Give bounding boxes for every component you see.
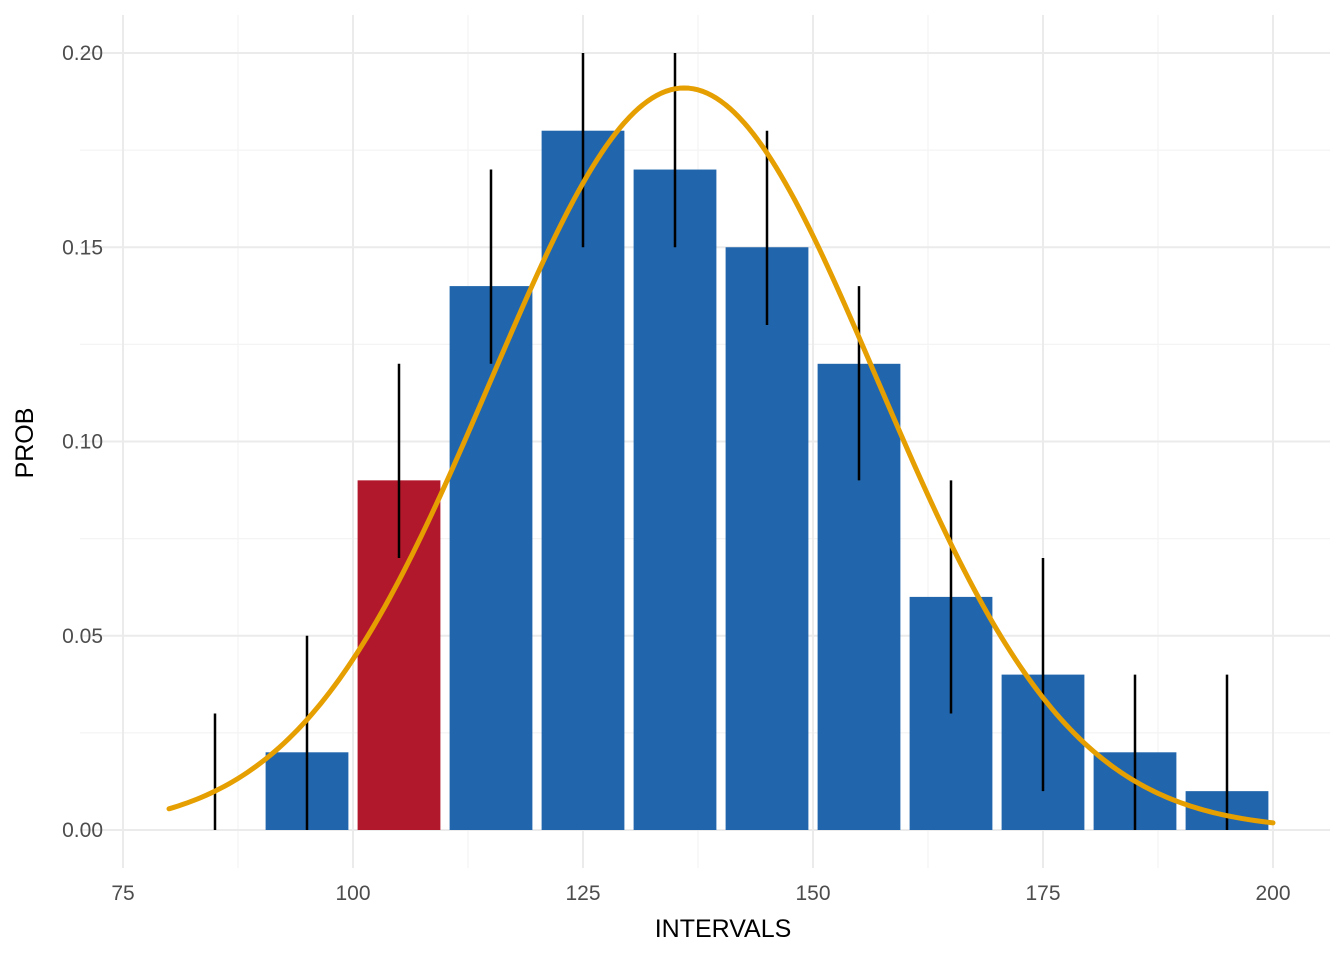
bar [633,169,717,831]
y-tick-label: 0.20 [62,42,103,65]
density-curve-group [166,85,1276,826]
x-tick-label: 200 [1255,882,1290,905]
y-tick-label: 0.05 [62,625,103,648]
error-bars [213,53,1229,830]
density-curve [166,85,1276,826]
x-tick-label: 100 [335,882,370,905]
y-axis-ticks: 0.00 0.05 0.10 0.15 0.20 [62,42,103,842]
x-tick-label: 175 [1025,882,1060,905]
y-tick-label: 0.15 [62,236,103,259]
x-tick-label: 150 [795,882,830,905]
x-axis-ticks: 75 100 125 150 175 200 [111,882,1290,905]
x-tick-label: 75 [111,882,134,905]
x-tick-label: 125 [565,882,600,905]
x-axis-title: INTERVALS [655,915,792,943]
bar [725,247,809,830]
y-axis-title: PROB [11,408,39,479]
y-tick-label: 0.00 [62,819,103,842]
bar [449,286,533,831]
y-tick-label: 0.10 [62,431,103,454]
